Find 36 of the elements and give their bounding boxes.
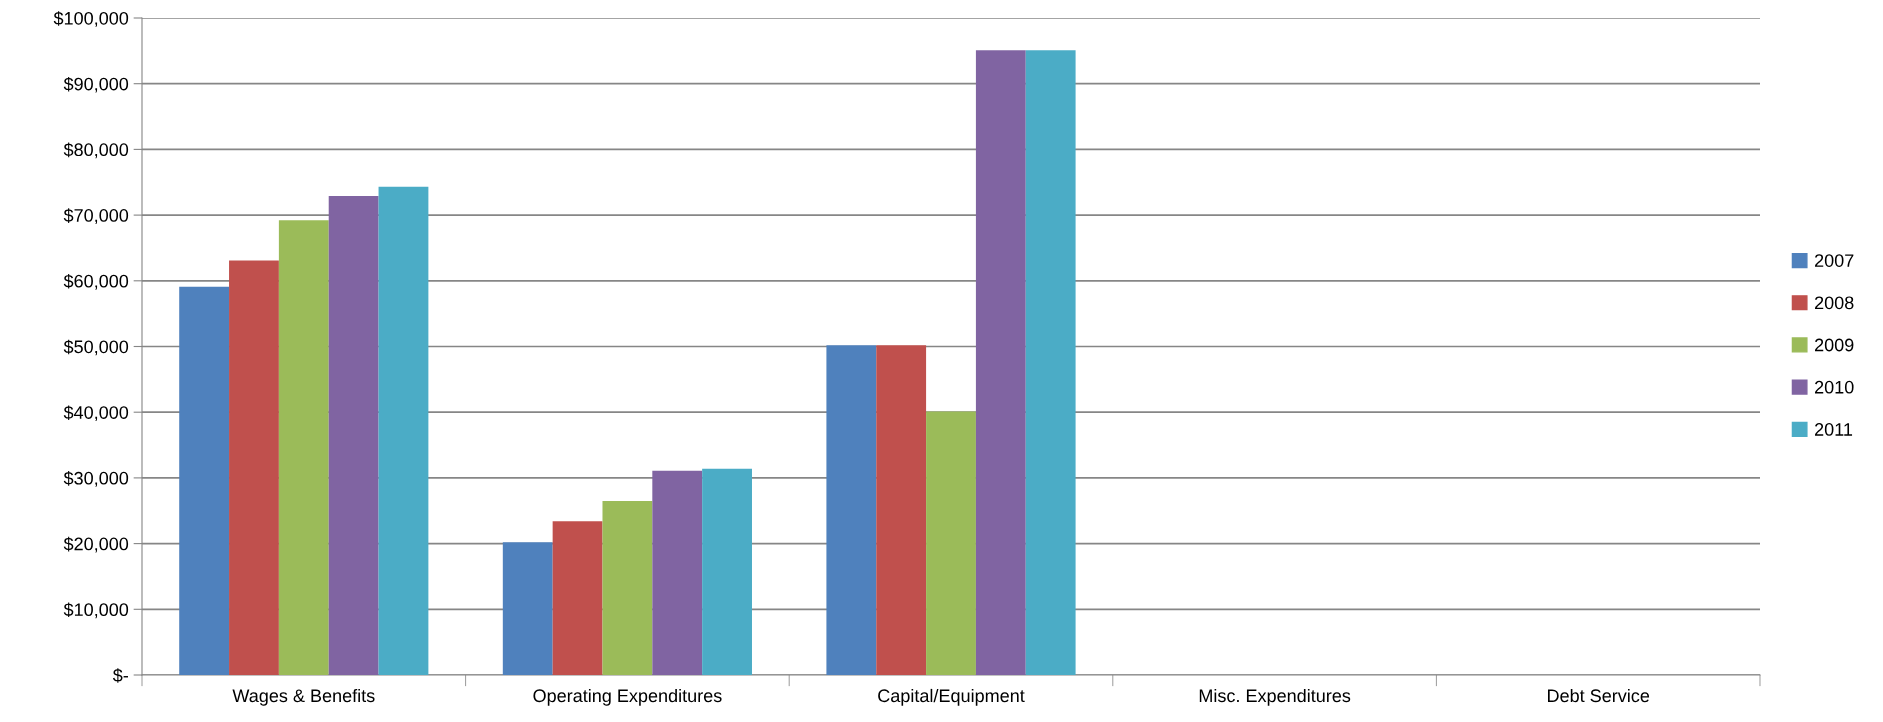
x-tick-label: Debt Service bbox=[1548, 688, 1650, 703]
bar bbox=[652, 470, 703, 675]
bar bbox=[602, 500, 653, 675]
bar bbox=[876, 345, 927, 675]
bar bbox=[179, 286, 230, 675]
legend-label: 2007 bbox=[1815, 254, 1854, 267]
y-tick-label: $- bbox=[112, 668, 129, 683]
y-tick-label: $80,000 bbox=[63, 142, 129, 159]
y-tick-label: $30,000 bbox=[63, 471, 129, 487]
x-tick-label: Wages & Benefits bbox=[232, 688, 375, 706]
y-tick-label: $40,000 bbox=[63, 405, 129, 422]
bar bbox=[926, 411, 976, 675]
x-tick-label: Misc. Expenditures bbox=[1199, 688, 1351, 706]
bar bbox=[229, 260, 279, 675]
bar bbox=[328, 196, 379, 675]
legend-label: 2008 bbox=[1815, 296, 1854, 310]
bar bbox=[826, 345, 877, 675]
x-tick-label: Operating Expenditures bbox=[533, 688, 722, 706]
y-tick-label: $100,000 bbox=[53, 11, 129, 27]
y-tick-label: $10,000 bbox=[63, 602, 129, 619]
y-tick-label: $90,000 bbox=[63, 76, 129, 93]
bar bbox=[552, 521, 603, 675]
y-tick-label: $20,000 bbox=[63, 536, 129, 553]
y-tick-label: $50,000 bbox=[63, 339, 129, 356]
bar bbox=[702, 468, 752, 675]
legend-label: 2009 bbox=[1815, 338, 1854, 352]
bar bbox=[1025, 50, 1076, 675]
bar bbox=[378, 186, 429, 675]
bar bbox=[278, 220, 329, 675]
y-tick-label: $70,000 bbox=[63, 208, 129, 224]
legend-label: 2010 bbox=[1815, 380, 1854, 394]
legend-label: 2011 bbox=[1815, 423, 1853, 436]
y-tick-label: $60,000 bbox=[63, 273, 129, 290]
x-tick-label: Capital/Equipment bbox=[878, 688, 1025, 706]
bar bbox=[502, 542, 553, 675]
bar bbox=[975, 50, 1026, 675]
